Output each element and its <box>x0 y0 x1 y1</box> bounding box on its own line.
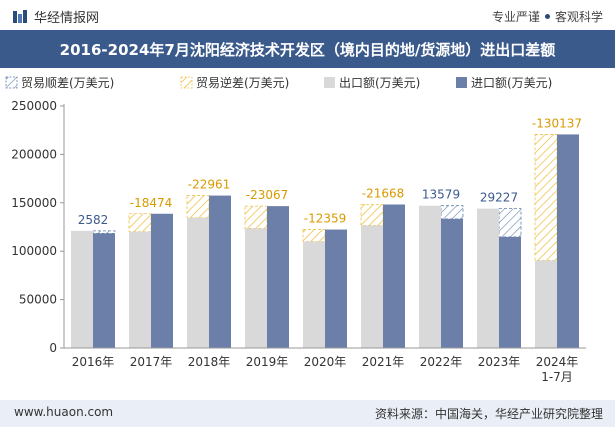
export-bar <box>71 230 93 348</box>
import-bar <box>267 206 289 348</box>
surplus-bar <box>440 205 464 220</box>
legend: 贸易顺差(万美元) 贸易逆差(万美元) 出口额(万美元) 进口额(万美元) <box>5 75 552 90</box>
x-tick-label: 2024年 <box>536 355 579 369</box>
balance-label: -22961 <box>188 178 231 192</box>
deficit-bar <box>244 205 268 229</box>
top-bar: 华经情报网 专业严谨 客观科学 <box>0 0 615 30</box>
legend-label: 出口额(万美元) <box>339 76 420 90</box>
deficit-bar <box>302 229 326 242</box>
balance-label: -18474 <box>130 196 173 210</box>
legend-label: 进口额(万美元) <box>471 76 552 90</box>
x-axis: 2016年 2017年 2018年 2019年 2020年 2021年 2022年 2023年… <box>64 347 586 384</box>
balance-label: 2582 <box>78 213 109 227</box>
chart-title: 2016-2024年7月沈阳经济技术开发区（境内目的地/货源地）进出口差额 <box>59 41 556 59</box>
x-tick-label: 2017年 <box>130 355 173 369</box>
brand-name: 华经情报网 <box>34 11 100 26</box>
export-bar <box>303 241 325 348</box>
deficit-bar <box>534 134 558 261</box>
export-bar <box>129 231 151 348</box>
balance-label: -21668 <box>362 186 405 200</box>
chart-area: 贸易顺差(万美元) 贸易逆差(万美元) 出口额(万美元) 进口额(万美元) 0 5000… <box>5 75 586 384</box>
legend-swatch <box>456 77 467 88</box>
bars: 2582 -18474 -22961 -23067 -12359 -21668 13579 2… <box>71 116 582 348</box>
deficit-bar <box>360 204 384 226</box>
legend-swatch <box>5 76 18 89</box>
x-tick-label: 2016年 <box>72 355 115 369</box>
x-tick-label: 2019年 <box>246 355 289 369</box>
x-tick-label: 2023年 <box>478 355 521 369</box>
surplus-bar <box>498 208 522 238</box>
export-bar <box>361 225 383 348</box>
import-bar <box>383 204 405 348</box>
y-tick-label: 50000 <box>19 293 57 307</box>
legend-swatch <box>180 76 193 89</box>
separator-dot-icon <box>544 14 550 19</box>
export-bar <box>245 228 267 348</box>
deficit-bar <box>186 195 210 219</box>
export-bar <box>477 208 499 348</box>
x-tick-label: 2021年 <box>362 355 405 369</box>
balance-label: 13579 <box>422 188 460 202</box>
title-bar: 2016-2024年7月沈阳经济技术开发区（境内目的地/货源地）进出口差额 <box>0 30 615 68</box>
footer-website: www.huaon.com <box>14 405 114 419</box>
import-bar <box>209 195 231 348</box>
y-tick-label: 0 <box>49 341 57 355</box>
x-tick-label: 2018年 <box>188 355 231 369</box>
footer-source: 资料来源：中国海关，华经产业研究院整理 <box>374 407 603 421</box>
x-tick-label: 1-7月 <box>541 370 573 384</box>
x-tick-label: 2020年 <box>304 355 347 369</box>
y-tick-label: 250000 <box>11 99 57 113</box>
import-bar <box>93 233 115 348</box>
import-bar <box>151 213 173 348</box>
tagline-right: 客观科学 <box>554 10 603 24</box>
legend-swatch <box>324 77 335 88</box>
import-bar <box>499 236 521 348</box>
brand: 华经情报网 <box>12 7 99 26</box>
brand-logo-icon <box>13 9 27 23</box>
tagline: 专业严谨 客观科学 <box>492 8 603 25</box>
legend-label: 贸易顺差(万美元) <box>21 76 114 90</box>
import-bar <box>441 218 463 348</box>
legend-label: 贸易逆差(万美元) <box>196 75 289 90</box>
surplus-bar <box>92 230 116 234</box>
y-tick-label: 200000 <box>11 147 57 161</box>
export-bar <box>187 217 209 348</box>
tagline-left: 专业严谨 <box>491 10 540 24</box>
balance-label: -23067 <box>246 188 289 202</box>
footer: www.huaon.com 资料来源：中国海关，华经产业研究院整理 <box>0 400 615 427</box>
balance-label: -130137 <box>532 116 582 130</box>
balance-label: 29227 <box>480 191 518 205</box>
y-tick-label: 150000 <box>11 196 57 210</box>
export-bar <box>535 260 557 348</box>
deficit-bar <box>128 213 152 233</box>
balance-label: -12359 <box>304 212 347 226</box>
export-bar <box>419 205 441 348</box>
x-tick-label: 2022年 <box>420 355 463 369</box>
import-bar <box>557 134 579 348</box>
y-tick-label: 100000 <box>11 244 57 258</box>
y-axis: 0 50000 100000 150000 200000 250000 <box>11 99 65 355</box>
import-bar <box>325 229 347 348</box>
